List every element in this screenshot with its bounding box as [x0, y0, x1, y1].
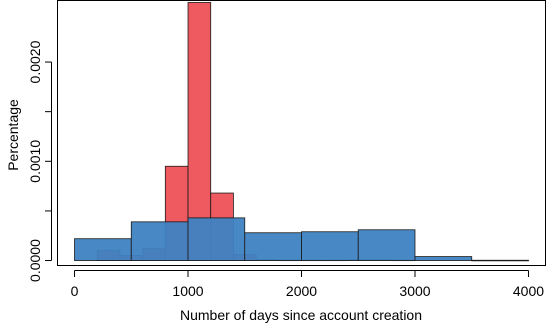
y-tick-label: 0.0010 — [27, 140, 43, 183]
histogram-bar — [187, 217, 246, 261]
y-axis: 0.0000 0.0010 0.0020 — [27, 40, 52, 282]
plot-frame — [57, 0, 546, 266]
y-axis-title: Percentage — [5, 99, 21, 171]
histogram-bar — [244, 232, 302, 261]
histogram-bar — [74, 238, 132, 261]
bars-layer — [74, 2, 529, 262]
y-tick-label: 0.0020 — [27, 40, 43, 83]
histogram-bar — [414, 256, 473, 261]
x-tick-label: 4000 — [513, 283, 544, 299]
histogram-bar — [130, 221, 189, 261]
x-tick-label: 1000 — [172, 283, 203, 299]
histogram-bar — [301, 231, 359, 261]
x-tick-label: 0 — [71, 283, 79, 299]
x-tick-label: 2000 — [286, 283, 317, 299]
y-tick-label: 0.0000 — [27, 239, 43, 282]
x-axis: 0 1000 2000 3000 4000 — [71, 270, 544, 299]
histogram-bar — [471, 259, 529, 262]
histogram-bar — [357, 229, 416, 261]
x-axis-title: Number of days since account creation — [180, 307, 422, 323]
x-tick-label: 3000 — [399, 283, 430, 299]
